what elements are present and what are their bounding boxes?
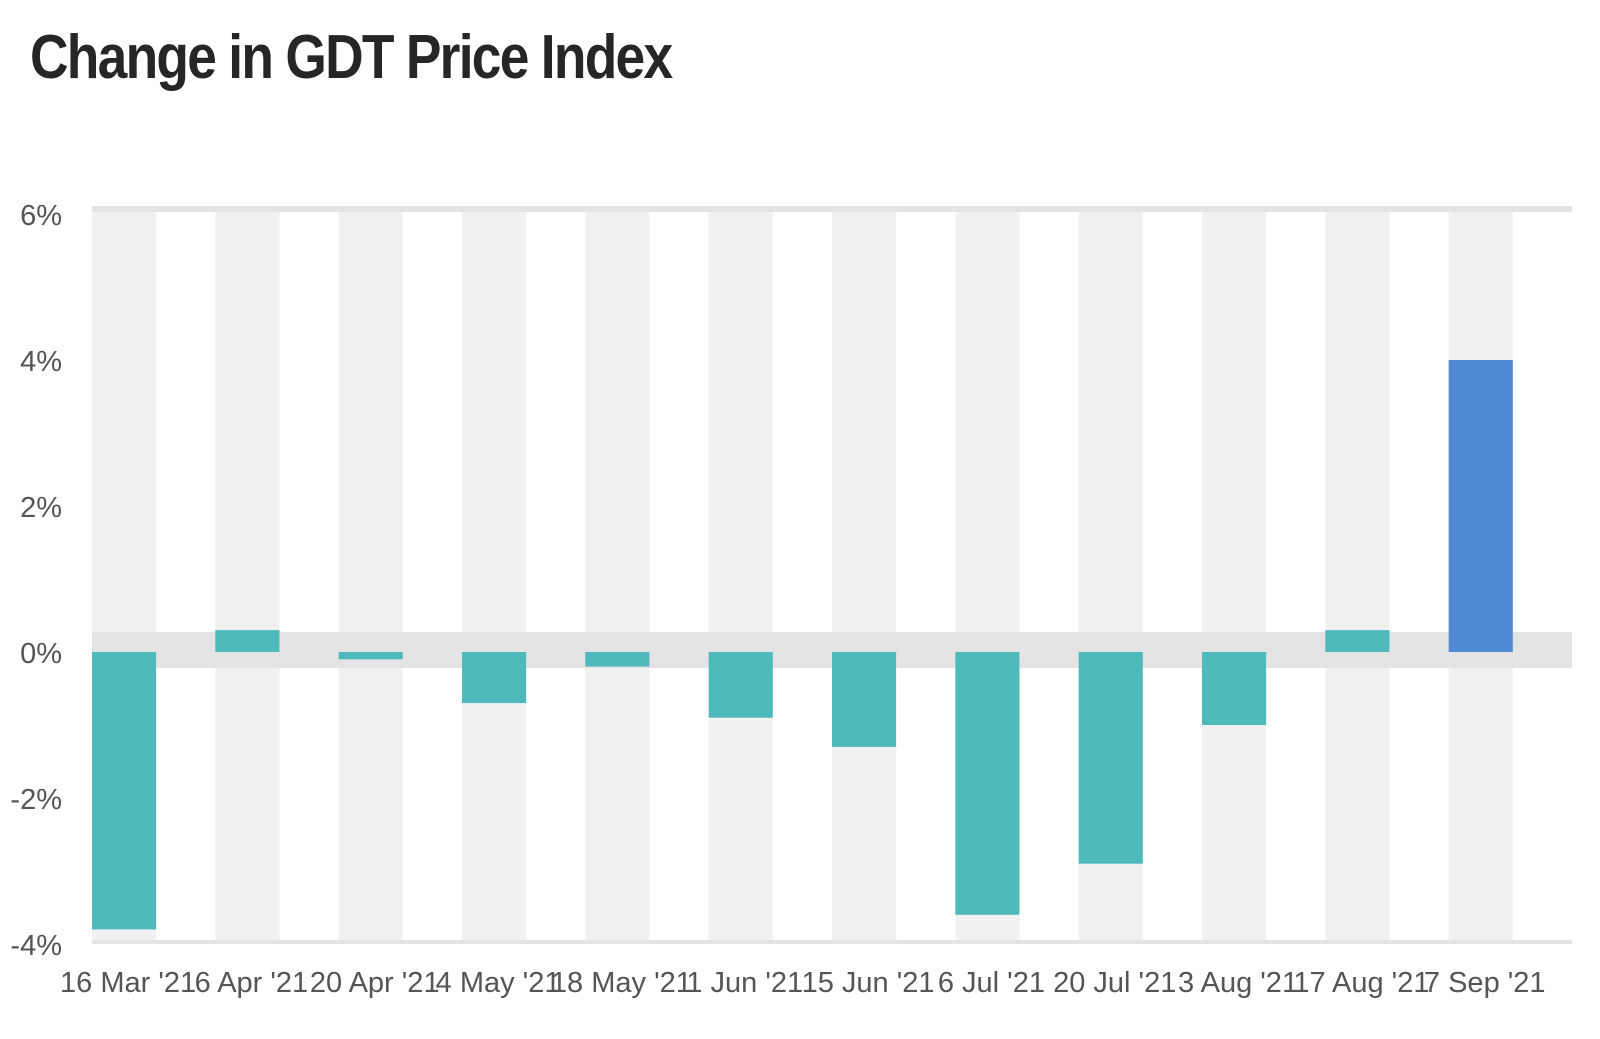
background-band	[585, 206, 650, 944]
background-band	[215, 206, 280, 944]
bar[interactable]	[1202, 652, 1267, 725]
x-tick-label: 18 May '21	[551, 967, 692, 999]
x-tick-label: 1 Jun '21	[686, 967, 803, 999]
bar[interactable]	[585, 652, 650, 667]
x-tick-label: 7 Sep '21	[1424, 967, 1546, 999]
plot-top-border	[92, 206, 1572, 212]
x-tick-label: 3 Aug '21	[1178, 967, 1298, 999]
bar[interactable]	[462, 652, 527, 704]
bars	[92, 360, 1513, 930]
y-tick-label: 2%	[20, 492, 62, 524]
bar[interactable]	[1448, 360, 1513, 652]
background-band	[708, 206, 773, 944]
background-band	[832, 206, 897, 944]
x-tick-label: 6 Apr '21	[195, 967, 309, 999]
x-tick-label: 4 May '21	[436, 967, 561, 999]
y-tick-label: -2%	[10, 784, 62, 816]
background-band	[1202, 206, 1267, 944]
background-bands	[92, 206, 1572, 944]
x-axis-ticks: 16 Mar '216 Apr '21 20 Apr '214 May '2118…	[60, 967, 1546, 999]
x-tick-label: 16 Mar '21	[60, 967, 196, 999]
x-tick-label: 20 Apr '21	[310, 967, 440, 999]
y-tick-label: 4%	[20, 346, 62, 378]
x-tick-label: 15 Jun '21	[802, 967, 935, 999]
background-band	[338, 206, 403, 944]
y-axis-ticks: 6% 4% 2% 0% -2% -4%	[10, 200, 62, 962]
plot-bottom-border	[92, 940, 1572, 944]
x-tick-label: 20 Jul '21	[1053, 967, 1176, 999]
bar[interactable]	[955, 652, 1020, 915]
bar[interactable]	[1078, 652, 1143, 864]
chart-title: Change in GDT Price Index	[30, 23, 673, 92]
x-tick-label: 17 Aug '21	[1293, 967, 1429, 999]
bar[interactable]	[708, 652, 773, 718]
bar[interactable]	[1325, 630, 1390, 652]
background-band	[1325, 206, 1390, 944]
y-tick-label: 6%	[20, 200, 62, 232]
y-tick-label: -4%	[10, 930, 62, 962]
background-band	[462, 206, 527, 944]
bar[interactable]	[338, 652, 403, 660]
bar[interactable]	[215, 630, 280, 652]
bar[interactable]	[832, 652, 897, 747]
x-tick-label: 6 Jul '21	[938, 967, 1045, 999]
y-tick-label: 0%	[20, 638, 62, 670]
bar[interactable]	[92, 652, 157, 930]
